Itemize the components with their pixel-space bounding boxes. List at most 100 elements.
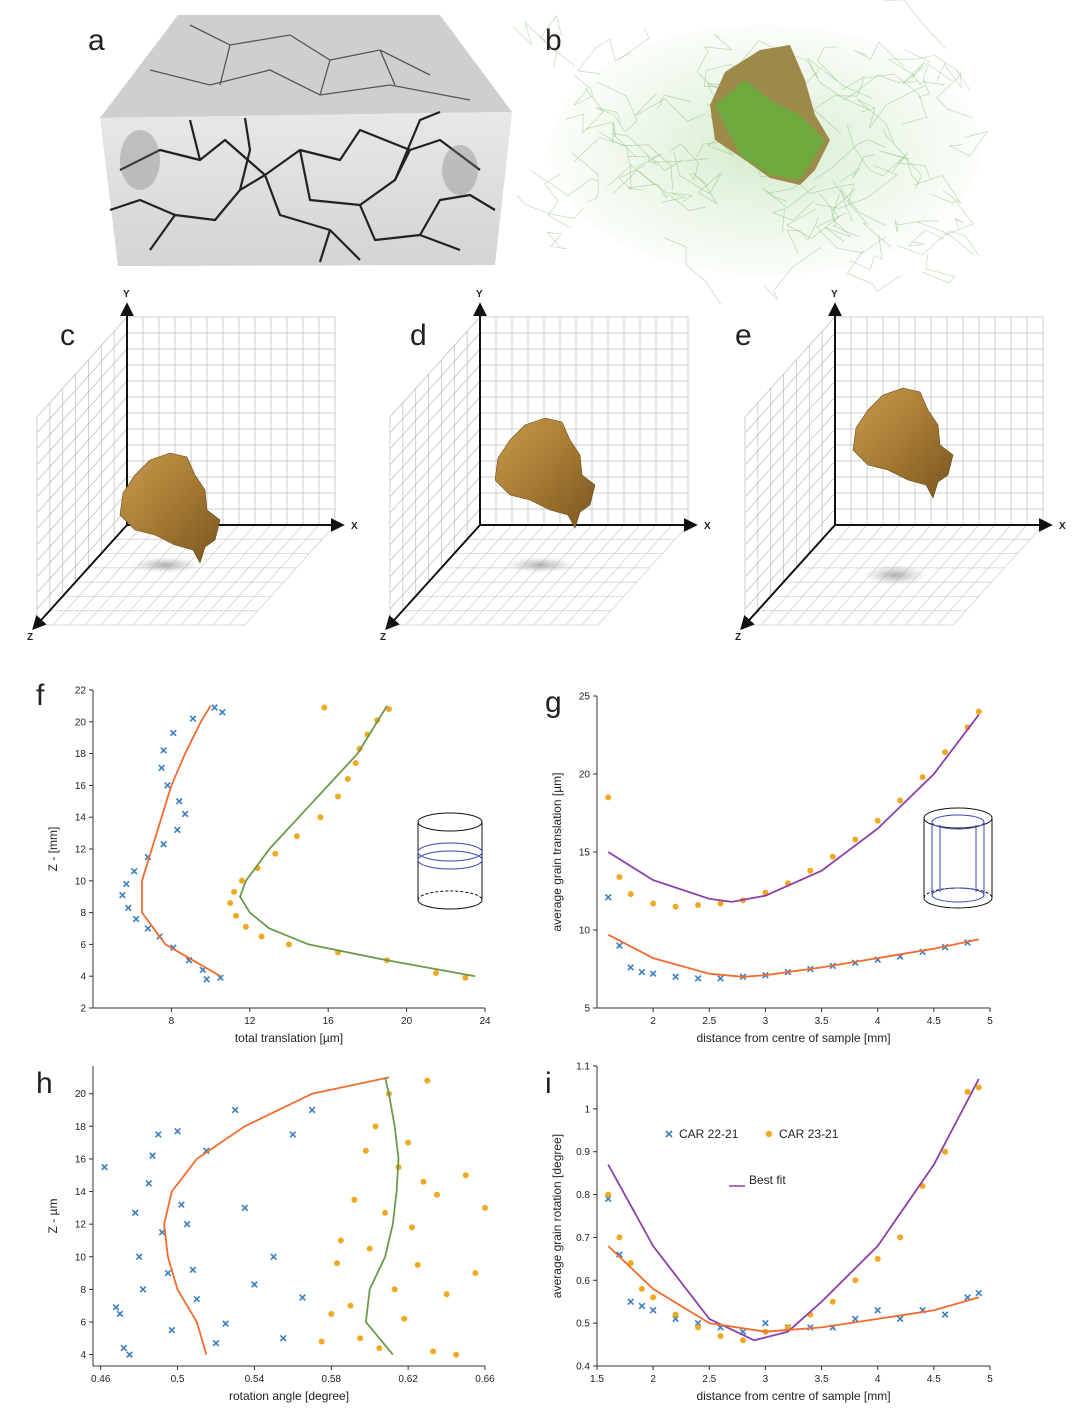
x-tick-label: 0.46	[91, 1374, 111, 1385]
grid-3d	[533, 524, 625, 626]
point	[366, 1245, 373, 1252]
y-tick-label: 25	[579, 692, 591, 703]
network-strand	[948, 131, 989, 157]
grid-3d	[389, 332, 481, 434]
network-strand	[544, 173, 572, 229]
grid-3d	[549, 524, 641, 626]
axis-3d-label: Z	[380, 632, 386, 643]
point	[672, 1311, 679, 1318]
point	[352, 760, 359, 767]
y-tick-label: 6	[80, 1317, 86, 1328]
network-strand	[807, 57, 870, 110]
y-tick-label: 8	[80, 1285, 86, 1296]
point	[334, 1260, 341, 1267]
network-strand	[598, 131, 674, 191]
grid-3d	[744, 492, 836, 594]
point	[241, 1204, 249, 1212]
point	[317, 814, 324, 821]
y-tick-label: 0.5	[576, 1319, 590, 1330]
point	[941, 1311, 949, 1318]
x-tick-label: 0.62	[398, 1374, 418, 1385]
grid-3d	[36, 444, 128, 546]
point	[382, 1209, 389, 1216]
x-tick-label: 4	[875, 1374, 881, 1385]
y-tick-label: 14	[75, 1187, 87, 1198]
y-axis-title: Z - [mm]	[46, 827, 60, 872]
grid-3d	[792, 524, 884, 626]
x-tick-label: 4.5	[927, 1374, 941, 1385]
y-tick-label: 6	[80, 940, 86, 951]
point	[189, 1266, 197, 1274]
y-tick-label: 12	[75, 1220, 87, 1231]
grid-3d	[36, 364, 128, 466]
grid-3d	[36, 332, 128, 434]
grid-3d	[68, 524, 160, 626]
point	[672, 903, 679, 910]
network-strand	[771, 200, 814, 233]
point	[453, 1351, 460, 1358]
panels-3d: Y X Z Y X Z Y X Z	[27, 289, 1066, 643]
network-strand	[915, 220, 975, 256]
point	[164, 1269, 172, 1277]
grid-3d	[389, 364, 481, 466]
point	[604, 893, 612, 901]
grid-3d	[148, 524, 240, 626]
y-axis-title: Z - µm	[46, 1199, 60, 1234]
grid-3d	[565, 524, 657, 626]
network-strand	[936, 70, 974, 119]
grid-3d	[405, 524, 497, 626]
point	[169, 729, 177, 737]
point	[638, 1302, 646, 1310]
point	[130, 867, 138, 875]
point	[852, 1277, 859, 1284]
fit-line	[607, 714, 980, 903]
point	[717, 1333, 724, 1339]
point	[289, 1131, 297, 1138]
point	[638, 968, 646, 976]
x-axis-title: total translation [µm]	[235, 1031, 343, 1045]
network-strand	[887, 58, 945, 86]
y-tick-label: 10	[75, 1252, 87, 1263]
x-tick-label: 3.5	[815, 1374, 829, 1385]
point	[203, 976, 211, 983]
point	[739, 1337, 746, 1344]
point	[189, 715, 197, 722]
point	[376, 1345, 383, 1352]
point	[242, 923, 249, 930]
y-tick-label: 16	[75, 781, 87, 792]
point	[135, 1253, 143, 1261]
y-tick-label: 8	[80, 908, 86, 919]
point	[154, 1131, 162, 1138]
grid-3d	[485, 524, 577, 626]
x-tick-label: 2.5	[702, 1016, 716, 1027]
grid-3d	[196, 524, 288, 626]
y-tick-label: 12	[75, 845, 87, 856]
y-tick-label: 2	[80, 1004, 86, 1015]
point	[318, 1338, 325, 1345]
y-tick-label: 15	[579, 848, 591, 859]
inset-cylinder-g	[923, 807, 993, 909]
point	[975, 708, 982, 715]
point	[482, 1204, 488, 1211]
x-axis-title: rotation angle [degree]	[229, 1389, 349, 1403]
point	[430, 1348, 437, 1355]
point	[122, 880, 130, 888]
point	[258, 933, 265, 940]
panel-label: g	[545, 686, 562, 719]
x-tick-label: 2	[650, 1016, 656, 1027]
panel-label: i	[545, 1067, 552, 1100]
grid-3d	[776, 524, 868, 626]
point	[211, 704, 218, 711]
network-strand	[840, 188, 887, 226]
network-strand	[692, 172, 718, 205]
legend-label: CAR 23-21	[779, 1127, 839, 1141]
y-tick-label: 4	[80, 1350, 86, 1361]
network-strand	[573, 136, 655, 186]
point	[362, 1147, 369, 1154]
y-axis-title: average grain rotation [degree]	[550, 1134, 564, 1298]
y-tick-label: 4	[80, 972, 86, 983]
point	[616, 942, 623, 949]
point	[604, 1195, 612, 1203]
grid-3d	[36, 460, 128, 562]
